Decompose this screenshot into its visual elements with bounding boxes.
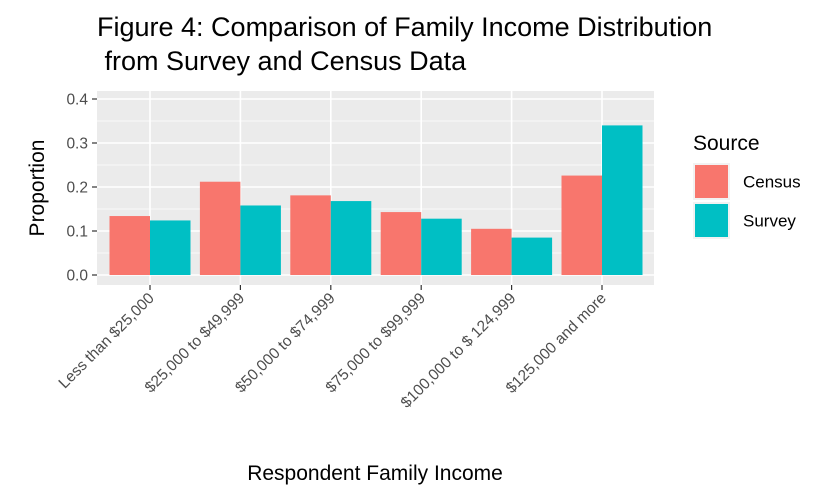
bar-census-0: [109, 216, 150, 275]
y-axis-title: Proportion: [26, 140, 49, 237]
y-tick-label: 0.1: [66, 224, 88, 241]
x-tick-label: $25,000 to $49,999: [142, 290, 248, 396]
x-tick-label: Less than $25,000: [56, 290, 158, 392]
x-tick-label: $75,000 to $99,999: [323, 290, 429, 396]
chart-title-line-2: from Survey and Census Data: [97, 46, 467, 76]
y-tick-label: 0.3: [66, 136, 88, 153]
legend: Source Census Survey: [693, 132, 801, 239]
y-tick-label: 0.0: [66, 268, 88, 285]
legend-key-survey: [695, 204, 728, 237]
bar-survey-3: [421, 218, 462, 275]
bar-census-2: [290, 195, 331, 275]
legend-label-survey: Survey: [743, 212, 796, 231]
bar-census-5: [561, 175, 602, 275]
legend-title: Source: [693, 132, 760, 155]
bar-survey-2: [330, 201, 372, 275]
x-tick-label: $125,000 and more: [503, 290, 610, 397]
bar-survey-0: [150, 220, 191, 275]
y-axis: 0.0 0.1 0.2 0.3 0.4: [66, 92, 97, 285]
chart-title-line-1: Figure 4: Comparison of Family Income Di…: [97, 12, 712, 42]
bar-survey-1: [240, 205, 281, 275]
bar-survey-5: [602, 125, 643, 276]
bar-census-1: [199, 181, 241, 275]
x-axis-title: Respondent Family Income: [247, 462, 503, 485]
x-axis: Less than $25,000$25,000 to $49,999$50,0…: [56, 285, 610, 412]
y-tick-label: 0.2: [66, 180, 88, 197]
bar-census-3: [380, 212, 422, 275]
bar-census-4: [471, 228, 512, 275]
y-tick-label: 0.4: [66, 92, 88, 109]
bar-survey-4: [511, 237, 553, 275]
bars: [109, 125, 643, 276]
x-tick-label: $50,000 to $74,999: [232, 290, 338, 396]
legend-key-census: [695, 165, 728, 198]
legend-label-census: Census: [743, 173, 801, 192]
